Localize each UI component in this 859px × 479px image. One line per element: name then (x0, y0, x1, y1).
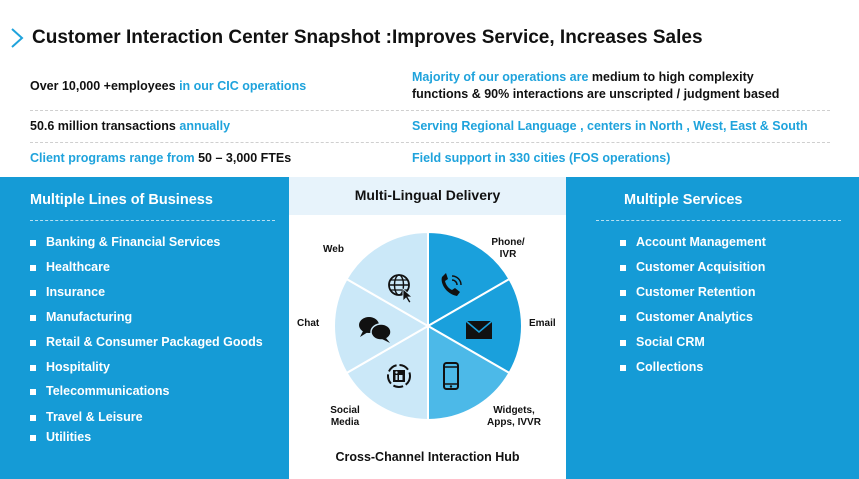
mobile-icon (443, 362, 459, 390)
fact-programs-range: 50 – 3,000 FTEs (198, 151, 292, 165)
chevron-right-icon (11, 28, 24, 48)
channel-label-email: Email (529, 318, 556, 329)
list-item: Collections (620, 360, 766, 374)
channel-label-social-line2: Media (330, 417, 360, 428)
services-list: Account Management Customer Acquisition … (620, 235, 766, 374)
channel-label-social: Social Media (325, 405, 365, 429)
envelope-icon (465, 320, 493, 339)
list-item: Travel & Leisure (30, 410, 263, 424)
channel-label-chat: Chat (297, 318, 320, 329)
fact-transactions: 50.6 million transactions annually (30, 118, 230, 135)
list-item: Insurance (30, 285, 263, 299)
list-item: Banking & Financial Services (30, 235, 263, 249)
fact-complexity-prefix: Majority of our operations are (412, 70, 589, 84)
social-media-icon (387, 364, 411, 388)
channel-label-web: Web (323, 244, 344, 255)
segment-phone (427, 230, 511, 328)
services-heading: Multiple Services (624, 192, 743, 208)
list-item: Manufacturing (30, 310, 263, 324)
fact-employees: Over 10,000 +employees in our CIC operat… (30, 78, 306, 95)
list-item: Utilities (30, 430, 263, 444)
list-item: Healthcare (30, 260, 263, 274)
lines-of-business-list: Banking & Financial Services Healthcare … (30, 235, 263, 444)
services-panel: Multiple Services Account Management Cus… (566, 177, 859, 479)
list-item: Customer Acquisition (620, 260, 766, 274)
fact-complexity: Majority of our operations are medium to… (412, 69, 779, 103)
channel-label-social-line1: Social (330, 405, 360, 416)
fact-employees-suffix: in our CIC operations (175, 79, 307, 93)
fact-language: Serving Regional Language , centers in N… (412, 119, 808, 133)
lines-of-business-heading: Multiple Lines of Business (30, 192, 213, 208)
hub-label: Cross-Channel Interaction Hub (335, 450, 520, 464)
list-item: Hospitality (30, 360, 263, 374)
page-title: Customer Interaction Center Snapshot :Im… (32, 27, 703, 48)
channel-wheel (333, 230, 523, 422)
list-item: Retail & Consumer Packaged Goods (30, 335, 263, 349)
globe-cursor-icon (388, 274, 414, 304)
chat-bubbles-icon (359, 317, 392, 343)
channel-label-widgets: Widgets, Apps, IVVR (481, 405, 547, 429)
list-item: Social CRM (620, 335, 766, 349)
fact-programs-prefix: Client programs range from (30, 151, 199, 165)
fact-complexity-detail: functions & 90% interactions are unscrip… (412, 87, 780, 101)
fact-transactions-suffix: annually (175, 119, 231, 133)
channel-label-phone-line2: IVR (499, 249, 517, 260)
panel-divider (596, 220, 841, 221)
channel-label-phone: Phone/ IVR (486, 237, 530, 261)
list-item: Account Management (620, 235, 766, 249)
fact-field: Field support in 330 cities (FOS operati… (412, 151, 671, 165)
fact-programs: Client programs range from 50 – 3,000 FT… (30, 150, 291, 167)
channel-label-widgets-line1: Widgets, (493, 405, 535, 416)
delivery-title: Multi-Lingual Delivery (354, 187, 501, 203)
segment-social (345, 324, 429, 422)
list-item: Telecommunications (30, 384, 263, 398)
fact-employees-count: Over 10,000 +employees (30, 79, 176, 93)
segment-web (345, 230, 429, 328)
title-row: Customer Interaction Center Snapshot :Im… (8, 24, 703, 52)
center-header-band (289, 177, 566, 215)
fact-transactions-count: 50.6 million transactions (30, 119, 176, 133)
list-item: Customer Analytics (620, 310, 766, 324)
channel-label-widgets-line2: Apps, IVVR (487, 417, 541, 428)
list-item: Customer Retention (620, 285, 766, 299)
lines-of-business-panel: Multiple Lines of Business Banking & Fin… (0, 177, 289, 479)
multilingual-delivery-panel: Multi-Lingual Delivery (289, 177, 566, 479)
phone-icon (441, 273, 462, 296)
fact-complexity-level: medium to high complexity (588, 70, 754, 84)
panel-divider (30, 220, 275, 221)
divider (30, 142, 830, 143)
divider (30, 110, 830, 111)
segment-widgets (427, 324, 511, 422)
channel-label-phone-line1: Phone/ (491, 237, 525, 248)
